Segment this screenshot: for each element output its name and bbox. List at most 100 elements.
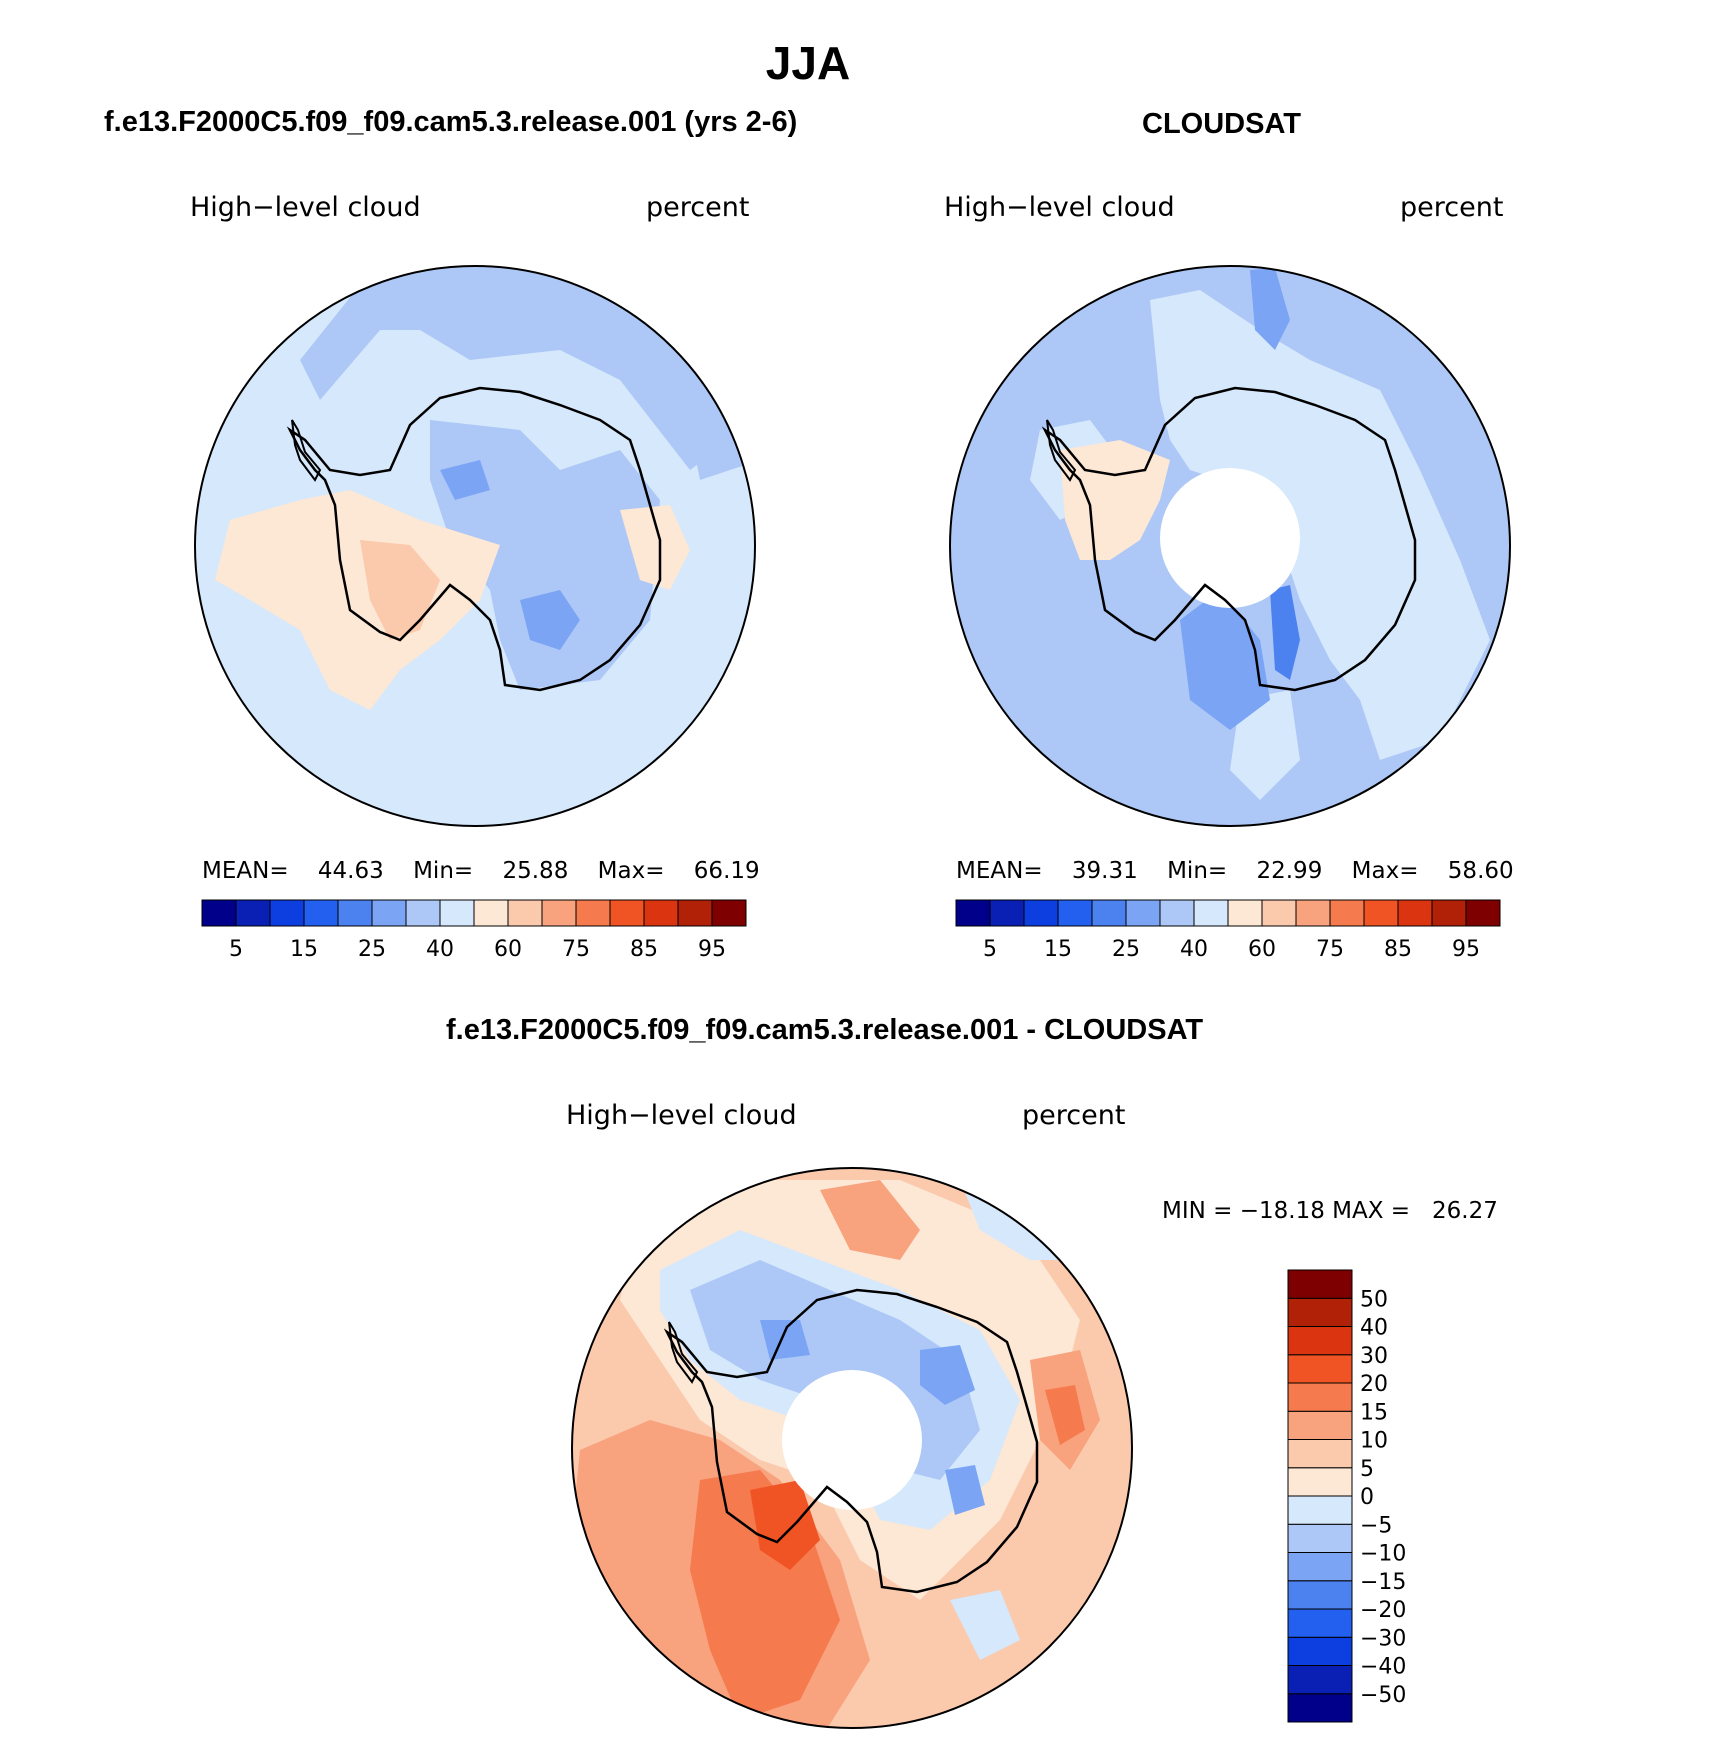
cb3-tick-label: 50: [1360, 1287, 1388, 1312]
p3-field-redorange-e: [1045, 1385, 1085, 1445]
p3-field-red-sw: [750, 1480, 820, 1570]
cb2-cell: [989, 899, 1025, 927]
cb1-cell: [541, 899, 577, 927]
cb3-cell: [1287, 1552, 1353, 1582]
cb1-cell: [609, 899, 645, 927]
cb1-tick-label: 15: [290, 937, 318, 962]
p1-field-salmon-west: [360, 540, 440, 640]
p3-missing-data-pole: [782, 1370, 922, 1510]
cb1-tick-label: 40: [426, 937, 454, 962]
cb1-cell: [337, 899, 373, 927]
cb3-cell: [1287, 1439, 1353, 1469]
panel1-stats: MEAN= 44.63 Min= 25.88 Max= 66.19: [202, 858, 760, 884]
cb2-cell: [1057, 899, 1093, 927]
cb1-cell: [439, 899, 475, 927]
cb1-cell: [269, 899, 305, 927]
cb3-tick-label: −5: [1360, 1513, 1392, 1538]
cb3-cell: [1287, 1636, 1353, 1666]
panel2-units-label: percent: [1400, 192, 1504, 223]
cb3-cell: [1287, 1467, 1353, 1497]
cb2-cell: [1159, 899, 1195, 927]
panel1-max-label: Max=: [597, 858, 665, 884]
panel2-colorbar: 5 15 25 40 60 75 85 95: [955, 899, 1501, 962]
p3-field-blue-patch1: [920, 1345, 975, 1405]
p3-field-orange-n: [820, 1180, 920, 1260]
cb3-tick-label: −15: [1360, 1570, 1406, 1595]
cb1-cell: [405, 899, 441, 927]
cb2-tick-label: 95: [1452, 937, 1480, 962]
cb3-cell: [1287, 1495, 1353, 1525]
cb3-tick-label: −20: [1360, 1598, 1406, 1623]
cb3-cell: [1287, 1523, 1353, 1553]
cb2-cell: [1227, 899, 1263, 927]
panel3-header: f.e13.F2000C5.f09_f09.cam5.3.release.001…: [446, 1014, 1204, 1046]
p2-map-boundary: [949, 265, 1511, 827]
p2-field-blue-n: [1250, 268, 1290, 350]
panel2-min-value: 22.99: [1256, 858, 1323, 884]
cb3-tick-label: 30: [1360, 1344, 1388, 1369]
cb2-cell: [1363, 899, 1399, 927]
cb2-cell: [1125, 899, 1161, 927]
p1-field-blue-patch2: [520, 590, 580, 650]
cb2-cell: [1023, 899, 1059, 927]
cb2-cell: [1295, 899, 1331, 927]
panel1-header: f.e13.F2000C5.f09_f09.cam5.3.release.001…: [104, 106, 798, 138]
cb3-cell: [1287, 1410, 1353, 1440]
cb1-tick-label: 25: [358, 937, 386, 962]
cb2-cell: [1465, 899, 1501, 927]
p1-field-peach-west: [215, 490, 500, 710]
cb1-cell: [371, 899, 407, 927]
cb1-cell: [507, 899, 543, 927]
cb1-cell: [711, 899, 747, 927]
cb2-tick-label: 85: [1384, 937, 1412, 962]
p1-map-boundary: [194, 265, 756, 827]
cb3-tick-label: −40: [1360, 1655, 1406, 1680]
panel1-max-value: 66.19: [693, 858, 760, 884]
cb3-tick-label: 5: [1360, 1457, 1374, 1482]
p3-field-blue-patch3: [760, 1320, 810, 1360]
panel2-min-label: Min=: [1167, 858, 1228, 884]
cb3-cell: [1287, 1297, 1353, 1327]
cb1-tick-label: 5: [229, 937, 243, 962]
panel2-max-label: Max=: [1351, 858, 1419, 884]
panel2-map: [949, 265, 1511, 827]
panel1-min-label: Min=: [413, 858, 474, 884]
cb3-tick-label: −30: [1360, 1626, 1406, 1651]
cb1-cell: [235, 899, 271, 927]
panel1-colorbar: 5 15 25 40 60 75 85 95: [201, 899, 747, 962]
cb3-tick-label: −50: [1360, 1683, 1406, 1708]
cb2-tick-label: 15: [1044, 937, 1072, 962]
cb3-tick-label: 0: [1360, 1485, 1374, 1510]
cb2-tick-label: 75: [1316, 937, 1344, 962]
p2-field-blue-deep: [1270, 585, 1300, 680]
cb1-cell: [677, 899, 713, 927]
cb1-tick-label: 85: [630, 937, 658, 962]
cb1-cell: [575, 899, 611, 927]
cb3-cell: [1287, 1269, 1353, 1299]
cb2-cell: [1193, 899, 1229, 927]
panel3-variable-label: High−level cloud: [566, 1100, 797, 1131]
cb1-cell: [201, 899, 237, 927]
cb2-cell: [955, 899, 991, 927]
cb3-cell: [1287, 1693, 1353, 1723]
p3-peninsula: [668, 1321, 699, 1384]
panel3-minmax: MIN = −18.18 MAX = 26.27: [1162, 1198, 1498, 1224]
panel3-units-label: percent: [1022, 1100, 1126, 1131]
cb2-cell: [1431, 899, 1467, 927]
cb3-cell: [1287, 1580, 1353, 1610]
panel2-stats: MEAN= 39.31 Min= 22.99 Max= 58.60: [956, 858, 1514, 884]
figure-title: JJA: [765, 37, 851, 89]
cb1-cell: [473, 899, 509, 927]
panel2-mean-value: 39.31: [1071, 858, 1138, 884]
p1-field-blue-patch1: [440, 460, 490, 500]
cb3-tick-label: 10: [1360, 1429, 1388, 1454]
panel1-mean-label: MEAN=: [202, 858, 289, 884]
p2-missing-data-pole: [1160, 468, 1300, 608]
cb2-tick-label: 5: [983, 937, 997, 962]
p3-map-boundary: [571, 1167, 1133, 1729]
cb3-cell: [1287, 1326, 1353, 1356]
cb2-tick-label: 25: [1112, 937, 1140, 962]
p2-peninsula: [1046, 419, 1077, 482]
cb3-tick-label: 20: [1360, 1372, 1388, 1397]
